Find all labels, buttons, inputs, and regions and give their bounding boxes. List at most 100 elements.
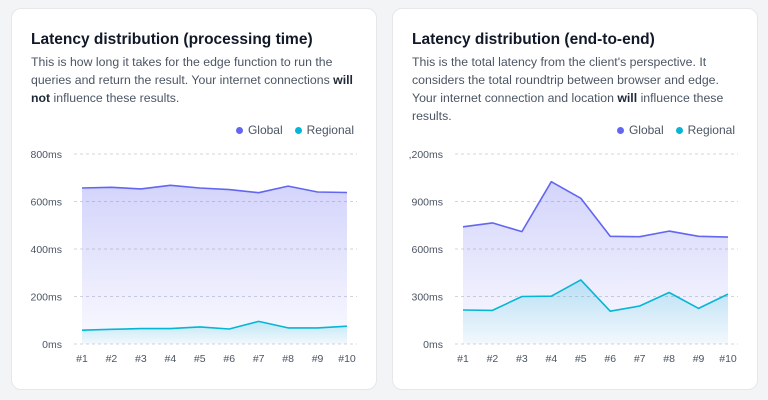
data-point-global[interactable]: [80, 185, 85, 190]
legend-item-regional[interactable]: Regional: [294, 123, 354, 137]
legend-label: Regional: [687, 123, 735, 137]
data-point-global[interactable]: [345, 190, 350, 195]
data-point-regional[interactable]: [256, 319, 261, 324]
series-line-regional[interactable]: [81, 320, 348, 331]
desc-text-end: influence these results.: [412, 91, 724, 123]
end-to-end-latency-chart: 0ms 300ms 600ms 900ms ,200ms #1 #2 #3 #4 #5 #6 #7 #8…: [409, 149, 738, 365]
series-line-global[interactable]: [462, 180, 729, 238]
desc-text: This is the total latency from the clien…: [412, 55, 719, 105]
data-point-global[interactable]: [138, 186, 143, 191]
data-point-global[interactable]: [608, 234, 613, 239]
card-description: This is the total latency from the clien…: [412, 53, 742, 125]
x-tick-label: #6: [604, 353, 616, 365]
data-point-regional[interactable]: [726, 292, 731, 297]
y-tick-label: 600ms: [411, 244, 443, 256]
data-point-regional[interactable]: [227, 327, 232, 332]
card-title: Latency distribution (processing time): [31, 31, 313, 48]
data-point-regional[interactable]: [490, 308, 495, 313]
y-tick-label: ,200ms: [409, 149, 443, 161]
data-point-global[interactable]: [490, 220, 495, 225]
x-tick-label: #10: [719, 353, 737, 365]
x-tick-label: #5: [575, 353, 587, 365]
legend-label: Global: [628, 123, 664, 137]
data-point-regional[interactable]: [286, 325, 291, 330]
data-point-regional[interactable]: [667, 290, 672, 295]
data-point-regional[interactable]: [461, 307, 466, 312]
data-point-regional[interactable]: [578, 277, 583, 282]
regional-dot-icon: [675, 126, 683, 134]
series-line-global[interactable]: [81, 184, 348, 194]
legend-label: Global: [247, 123, 283, 137]
processing-latency-chart: 0ms 200ms 400ms 600ms 800ms #1 #2 #3 #4 #5 #6 #7 #8 #…: [30, 149, 357, 365]
desc-emphasis: will: [617, 91, 638, 105]
y-tick-label: 900ms: [411, 197, 443, 209]
legend-item-regional[interactable]: Regional: [675, 123, 735, 137]
data-point-global[interactable]: [168, 183, 173, 188]
x-tick-label: #3: [135, 353, 147, 365]
series-area-global: [82, 185, 347, 344]
data-point-global[interactable]: [549, 179, 554, 184]
data-point-global[interactable]: [227, 187, 232, 192]
x-tick-label: #3: [516, 353, 528, 365]
data-point-regional[interactable]: [696, 306, 701, 311]
data-point-regional[interactable]: [637, 304, 642, 309]
y-tick-label: 200ms: [30, 292, 62, 304]
y-tick-label: 600ms: [30, 197, 62, 209]
data-point-regional[interactable]: [197, 324, 202, 329]
data-point-regional[interactable]: [519, 294, 524, 299]
x-tick-label: #1: [457, 353, 469, 365]
x-tick-label: #4: [545, 353, 557, 365]
desc-emphasis: will not: [31, 73, 353, 105]
global-dot-icon: [235, 126, 243, 134]
data-point-regional[interactable]: [608, 309, 613, 314]
x-tick-label: #10: [338, 353, 356, 365]
legend-item-global[interactable]: Global: [235, 123, 283, 137]
data-point-regional[interactable]: [315, 325, 320, 330]
data-point-regional[interactable]: [345, 324, 350, 329]
chart-legend: Global Regional: [235, 123, 354, 137]
data-point-regional[interactable]: [549, 294, 554, 299]
legend-item-global[interactable]: Global: [616, 123, 664, 137]
x-tick-label: #7: [634, 353, 646, 365]
data-point-global[interactable]: [315, 190, 320, 195]
x-tick-label: #5: [194, 353, 206, 365]
y-tick-label: 0ms: [423, 339, 443, 351]
data-point-global[interactable]: [197, 185, 202, 190]
x-tick-label: #9: [312, 353, 324, 365]
x-tick-label: #2: [487, 353, 499, 365]
latency-card-end-to-end: Latency distribution (end-to-end) This i…: [392, 8, 758, 390]
data-point-global[interactable]: [519, 229, 524, 234]
desc-text-end: influence these results.: [50, 91, 180, 105]
regional-dot-icon: [294, 126, 302, 134]
y-tick-label: 800ms: [30, 149, 62, 161]
chart-legend: Global Regional: [616, 123, 735, 137]
data-point-global[interactable]: [637, 234, 642, 239]
data-point-regional[interactable]: [168, 326, 173, 331]
card-title: Latency distribution (end-to-end): [412, 31, 655, 48]
x-tick-label: #4: [164, 353, 176, 365]
data-point-global[interactable]: [109, 185, 114, 190]
data-point-regional[interactable]: [80, 328, 85, 333]
data-point-global[interactable]: [286, 184, 291, 189]
y-tick-label: 0ms: [42, 339, 62, 351]
y-tick-label: 400ms: [30, 244, 62, 256]
series-line-regional[interactable]: [462, 279, 729, 312]
data-point-global[interactable]: [667, 229, 672, 234]
data-point-global[interactable]: [578, 196, 583, 201]
y-tick-label: 300ms: [411, 292, 443, 304]
latency-card-processing: Latency distribution (processing time) T…: [11, 8, 377, 390]
data-point-global[interactable]: [461, 224, 466, 229]
x-tick-label: #8: [282, 353, 294, 365]
desc-text: This is how long it takes for the edge f…: [31, 55, 334, 87]
global-dot-icon: [616, 126, 624, 134]
data-point-global[interactable]: [256, 190, 261, 195]
x-tick-label: #8: [663, 353, 675, 365]
data-point-global[interactable]: [726, 235, 731, 240]
data-point-regional[interactable]: [109, 327, 114, 332]
card-description: This is how long it takes for the edge f…: [31, 53, 361, 107]
x-tick-label: #6: [223, 353, 235, 365]
x-tick-label: #7: [253, 353, 265, 365]
data-point-regional[interactable]: [138, 326, 143, 331]
data-point-global[interactable]: [696, 234, 701, 239]
x-tick-label: #1: [76, 353, 88, 365]
